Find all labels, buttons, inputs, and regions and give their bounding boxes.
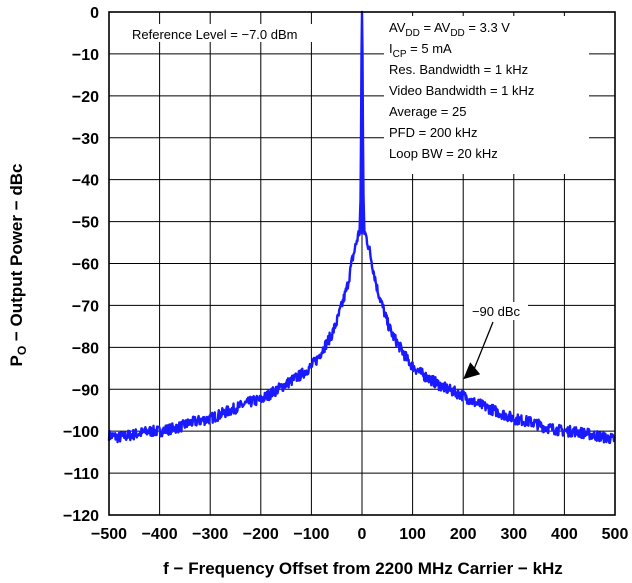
x-tick-label: −100 — [293, 526, 329, 543]
y-tick-label: −50 — [72, 215, 99, 232]
y-tick-label: −100 — [63, 424, 99, 441]
condition-line: ICP​ = 5 mA — [389, 41, 452, 60]
y-axis-tick-labels: 0 −10 −20 −30 −40 −50 −60 −70 −80 −90 −100 −110 −120 — [63, 5, 99, 525]
marker-arrow-shaft — [472, 321, 494, 372]
plot-frame — [108, 11, 616, 516]
y-axis-title-sub: O — [15, 346, 29, 355]
x-tick-label: −400 — [142, 526, 178, 543]
y-tick-label: −110 — [64, 466, 99, 483]
condition-line: Loop BW = 20 kHz — [389, 146, 498, 161]
x-tick-label: −200 — [243, 526, 279, 543]
x-tick-label: 0 — [358, 526, 367, 543]
condition-line: Res. Bandwidth = 1 kHz — [389, 62, 528, 77]
condition-line: AVDD​ = AVDD​ = 3.3 V — [389, 20, 510, 39]
y-tick-label: −10 — [72, 47, 99, 64]
y-tick-label: −120 — [63, 508, 99, 525]
y-tick-label: −80 — [72, 340, 99, 357]
x-tick-label: 400 — [551, 526, 578, 543]
x-tick-label: −300 — [192, 526, 228, 543]
reference-level-note: Reference Level = −7.0 dBm — [132, 27, 298, 42]
x-tick-label: 300 — [500, 526, 527, 543]
reference-level-background — [128, 24, 338, 42]
x-axis-tick-labels: −500 −400 −300 −200 −100 0 100 200 300 400 500 — [91, 526, 628, 543]
y-tick-label: −20 — [72, 89, 99, 106]
marker-label-background — [464, 302, 528, 320]
y-tick-label: −70 — [72, 298, 99, 315]
marker-arrow-head — [463, 362, 481, 380]
marker-arrow — [463, 321, 494, 380]
marker-label: −90 dBc — [472, 304, 521, 319]
condition-line: Video Bandwidth = 1 kHz — [389, 83, 534, 98]
y-tick-label: 0 — [90, 5, 99, 22]
x-tick-label: 200 — [450, 526, 477, 543]
y-axis-title-rest: − Output Power − dBc — [7, 164, 26, 346]
y-tick-label: −90 — [72, 382, 99, 399]
y-tick-label: −40 — [72, 173, 99, 190]
y-tick-label: −60 — [72, 257, 99, 274]
x-tick-label: 100 — [399, 526, 426, 543]
condition-line: Average = 25 — [389, 104, 466, 119]
x-tick-label: 500 — [602, 526, 629, 543]
conditions-background — [384, 16, 589, 174]
y-tick-label: −30 — [72, 131, 99, 148]
x-tick-label: −500 — [91, 526, 127, 543]
x-axis-title: f − Frequency Offset from 2200 MHz Carri… — [163, 559, 563, 578]
condition-line: PFD = 200 kHz — [389, 125, 478, 140]
test-conditions: AVDD​ = AVDD​ = 3.3 V ICP​ = 5 mA Res. Ban… — [389, 20, 534, 161]
y-axis-title-main: P — [7, 355, 26, 366]
y-axis-title: PO − Output Power − dBc — [7, 164, 29, 367]
